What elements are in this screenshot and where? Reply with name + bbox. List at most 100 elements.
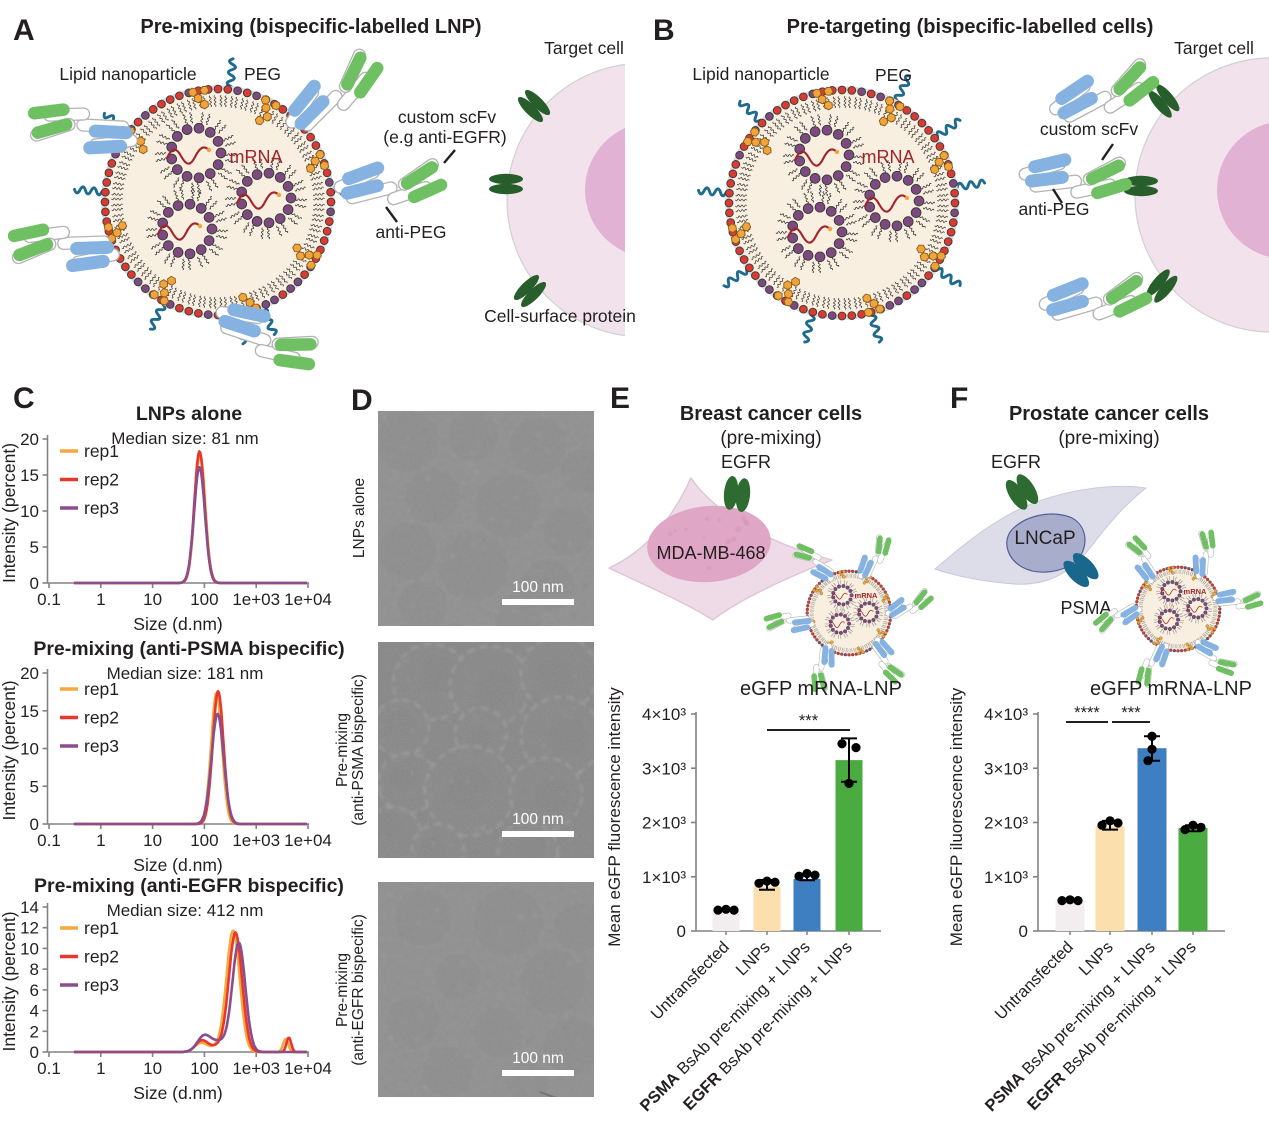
svg-text:0.1: 0.1	[37, 831, 61, 850]
svg-text:3×10³: 3×10³	[642, 759, 686, 778]
svg-text:4×10³: 4×10³	[642, 705, 686, 724]
svg-text:rep3: rep3	[84, 736, 119, 756]
svg-text:0: 0	[30, 815, 39, 834]
svg-text:15: 15	[20, 702, 39, 721]
svg-text:1e+04: 1e+04	[284, 831, 332, 850]
svg-text:D: D	[351, 384, 373, 417]
svg-text:100 nm: 100 nm	[512, 811, 564, 828]
svg-text:(pre-mixing): (pre-mixing)	[720, 428, 821, 449]
svg-text:1: 1	[96, 1059, 105, 1078]
svg-text:rep2: rep2	[84, 470, 119, 490]
svg-text:1e+03: 1e+03	[232, 1059, 280, 1078]
svg-text:E: E	[610, 382, 630, 415]
svg-text:1: 1	[96, 590, 105, 609]
svg-text:Target cell: Target cell	[544, 38, 624, 58]
svg-text:5: 5	[30, 538, 39, 557]
svg-text:Intensity (percent): Intensity (percent)	[0, 680, 19, 820]
svg-text:Pre-mixing (anti-EGFR bispecif: Pre-mixing (anti-EGFR bispecific)	[34, 875, 344, 897]
svg-text:1×10³: 1×10³	[984, 868, 1028, 887]
svg-text:custom scFv: custom scFv	[398, 107, 496, 127]
svg-text:custom scFv: custom scFv	[1040, 119, 1138, 139]
svg-text:0: 0	[30, 1043, 39, 1062]
svg-text:100: 100	[190, 1059, 218, 1078]
svg-text:Pre-targeting (bispecific-labe: Pre-targeting (bispecific-labelled cells…	[787, 16, 1154, 38]
svg-text:12: 12	[20, 919, 39, 938]
svg-text:(pre-mixing): (pre-mixing)	[1058, 428, 1159, 449]
svg-text:20: 20	[20, 664, 39, 683]
svg-text:6: 6	[30, 981, 39, 1000]
svg-text:rep3: rep3	[84, 498, 119, 518]
svg-text:mRNA: mRNA	[862, 147, 915, 167]
svg-text:A: A	[13, 14, 35, 47]
svg-text:Cell-surface protein: Cell-surface protein	[484, 306, 636, 326]
svg-text:Pre-mixing: Pre-mixing	[334, 953, 351, 1027]
svg-text:Median size: 412 nm: Median size: 412 nm	[107, 901, 264, 920]
svg-text:eGFP mRNA-LNP: eGFP mRNA-LNP	[1090, 678, 1252, 700]
svg-text:2×10³: 2×10³	[642, 814, 686, 833]
svg-text:****: ****	[1074, 704, 1100, 722]
svg-text:mRNA: mRNA	[230, 147, 283, 167]
svg-text:15: 15	[20, 466, 39, 485]
svg-text:Median size: 181 nm: Median size: 181 nm	[107, 664, 264, 683]
svg-text:rep2: rep2	[84, 708, 119, 728]
svg-text:rep3: rep3	[84, 975, 119, 995]
svg-text:10: 10	[143, 1059, 162, 1078]
svg-text:MDA-MB-468: MDA-MB-468	[656, 543, 765, 563]
svg-text:0: 0	[30, 574, 39, 593]
svg-text:PEG: PEG	[875, 65, 912, 85]
svg-text:mRNA: mRNA	[855, 591, 879, 600]
svg-text:1e+04: 1e+04	[284, 1059, 332, 1078]
svg-text:100 nm: 100 nm	[512, 1050, 564, 1067]
svg-text:C: C	[13, 382, 35, 415]
svg-text:1e+03: 1e+03	[232, 831, 280, 850]
svg-text:Mean eGFP iluorescence intensi: Mean eGFP iluorescence intensity	[947, 687, 966, 946]
svg-text:10: 10	[143, 590, 162, 609]
svg-text:B: B	[653, 14, 675, 47]
svg-text:Pre-mixing: Pre-mixing	[334, 713, 351, 787]
svg-text:4×10³: 4×10³	[984, 705, 1028, 724]
svg-text:Lipid nanoparticle: Lipid nanoparticle	[692, 64, 829, 84]
svg-text:LNCaP: LNCaP	[1014, 528, 1075, 549]
svg-text:Size (d.nm): Size (d.nm)	[133, 614, 222, 634]
svg-text:5: 5	[30, 777, 39, 796]
svg-text:3×10³: 3×10³	[984, 759, 1028, 778]
svg-text:PSMA: PSMA	[1060, 598, 1111, 618]
svg-text:8: 8	[30, 960, 39, 979]
svg-text:0.1: 0.1	[37, 590, 61, 609]
svg-text:10: 10	[20, 939, 39, 958]
svg-text:***: ***	[799, 712, 819, 730]
svg-text:10: 10	[143, 831, 162, 850]
svg-text:LNPs alone: LNPs alone	[136, 403, 242, 425]
svg-text:Intensity (percent): Intensity (percent)	[0, 443, 19, 583]
svg-text:rep1: rep1	[84, 918, 119, 938]
svg-text:10: 10	[20, 740, 39, 759]
svg-text:4: 4	[30, 1002, 39, 1021]
svg-text:Lipid nanoparticle: Lipid nanoparticle	[59, 64, 196, 84]
svg-text:rep2: rep2	[84, 947, 119, 967]
svg-text:EGFR: EGFR	[721, 452, 771, 472]
svg-text:14: 14	[20, 898, 39, 917]
svg-text:mRNA: mRNA	[1184, 587, 1208, 596]
svg-text:***: ***	[1121, 704, 1141, 722]
svg-text:2×10³: 2×10³	[984, 814, 1028, 833]
svg-text:rep1: rep1	[84, 679, 119, 699]
svg-text:Pre-mixing (bispecific-labelle: Pre-mixing (bispecific-labelled LNP)	[140, 16, 481, 38]
svg-text:EGFR: EGFR	[991, 452, 1041, 472]
svg-text:Intensity (percent): Intensity (percent)	[0, 911, 19, 1051]
svg-text:Breast cancer cells: Breast cancer cells	[680, 403, 862, 425]
svg-text:2: 2	[30, 1022, 39, 1041]
svg-text:1: 1	[96, 831, 105, 850]
svg-text:0.1: 0.1	[37, 1059, 61, 1078]
svg-text:20: 20	[20, 430, 39, 449]
svg-text:anti-PEG: anti-PEG	[1019, 199, 1090, 219]
svg-text:10: 10	[20, 502, 39, 521]
svg-text:Prostate cancer cells: Prostate cancer cells	[1009, 403, 1209, 425]
svg-text:0: 0	[1019, 922, 1028, 941]
svg-text:PEG: PEG	[244, 64, 281, 84]
svg-text:1e+03: 1e+03	[232, 590, 280, 609]
svg-text:Size (d.nm): Size (d.nm)	[133, 1083, 222, 1103]
svg-text:1×10³: 1×10³	[642, 868, 686, 887]
svg-text:eGFP mRNA-LNP: eGFP mRNA-LNP	[740, 678, 902, 700]
svg-text:Target cell: Target cell	[1174, 38, 1254, 58]
svg-text:LNPs alone: LNPs alone	[351, 478, 368, 558]
